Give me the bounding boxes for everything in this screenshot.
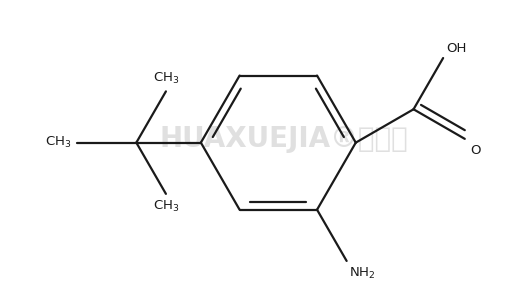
Text: NH$_2$: NH$_2$ (349, 266, 375, 281)
Text: CH$_3$: CH$_3$ (45, 135, 72, 150)
Text: CH$_3$: CH$_3$ (153, 199, 179, 214)
Text: O: O (470, 144, 481, 157)
Text: CH$_3$: CH$_3$ (153, 71, 179, 86)
Text: HUAXUEJIA®化学加: HUAXUEJIA®化学加 (159, 126, 408, 153)
Text: OH: OH (446, 42, 467, 55)
